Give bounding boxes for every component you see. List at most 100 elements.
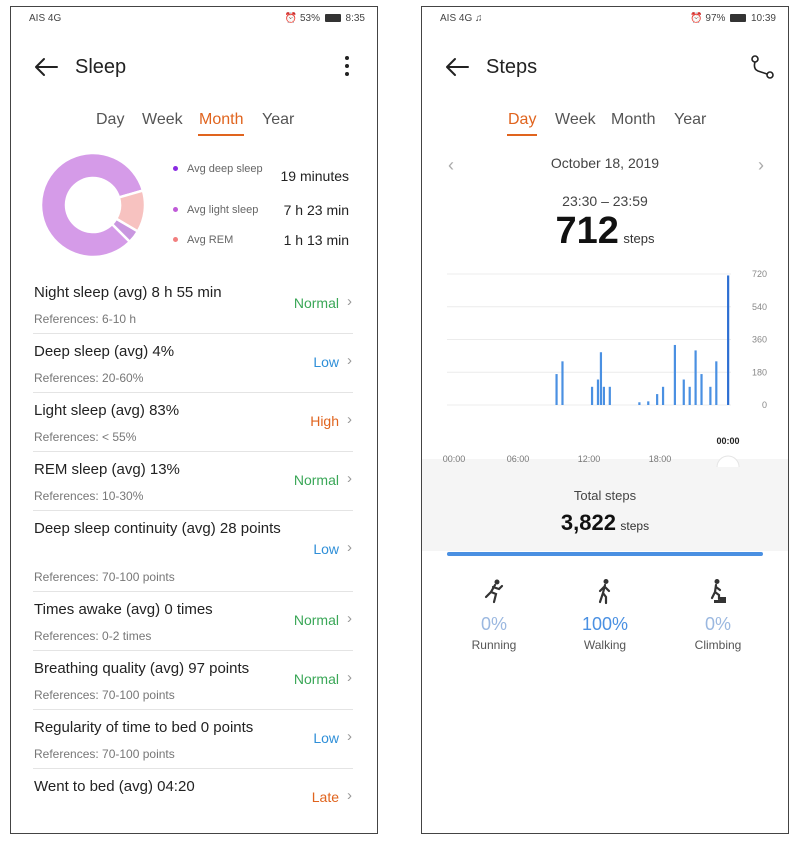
tab-month[interactable]: Month (197, 111, 245, 136)
metric-title: Times awake (avg) 0 times (34, 601, 213, 618)
total-steps-label: Total steps (573, 488, 637, 503)
chevron-right-icon: › (347, 669, 352, 686)
step-bar[interactable] (709, 386, 712, 405)
step-bar[interactable] (673, 344, 676, 405)
step-bar[interactable] (661, 386, 665, 405)
tab-year[interactable]: Year (262, 111, 295, 128)
sleep-screen: AIS 4G ⏰ 53% 8:35 Sleep Day Week Month Y… (10, 6, 378, 834)
route-icon[interactable] (748, 53, 776, 81)
metric-went-to-bed[interactable]: Went to bed (avg) 04:20 Late › (33, 769, 353, 827)
legend-deep-sleep: Avg deep sleep 19 minutes (173, 162, 361, 192)
step-bar[interactable] (561, 361, 564, 405)
legend-dot-rem (173, 237, 178, 242)
selected-time-range: 23:30 – 23:59 (562, 193, 648, 209)
step-bar[interactable] (590, 386, 594, 405)
walking-label: Walking (583, 638, 627, 652)
step-bar[interactable] (647, 401, 650, 405)
activity-climbing: 0% Climbing (668, 577, 768, 652)
total-steps-value: 3,822 (560, 510, 616, 535)
back-arrow-icon[interactable] (444, 55, 470, 79)
selected-step-bar[interactable] (727, 275, 730, 405)
climbing-label: Climbing (694, 638, 742, 652)
step-bar[interactable] (715, 361, 718, 405)
tab-year[interactable]: Year (674, 111, 707, 128)
clock: 10:39 (750, 13, 776, 24)
chevron-right-icon[interactable]: › (758, 155, 764, 175)
climbing-percent: 0% (704, 614, 731, 634)
back-arrow-icon[interactable] (33, 55, 59, 79)
y-tick-label: 180 (752, 367, 767, 377)
status-bar: AIS 4G ⏰ 53% 8:35 (29, 13, 365, 27)
step-bar[interactable] (700, 374, 703, 405)
carrier-label: AIS 4G (440, 13, 473, 24)
alarm-icon: ⏰ (284, 13, 298, 24)
sleep-donut-chart (39, 151, 147, 259)
app-bar: Sleep (11, 45, 377, 89)
page-title: Sleep (75, 56, 127, 78)
sleep-metrics-list: Night sleep (avg) 8 h 55 min References:… (11, 275, 377, 827)
tab-week[interactable]: Week (555, 111, 596, 128)
metric-light-sleep[interactable]: Light sleep (avg) 83% References: < 55% … (33, 393, 353, 452)
tab-month[interactable]: Month (611, 111, 656, 128)
steps-progress-fill (447, 552, 763, 556)
step-bar[interactable] (638, 402, 641, 405)
x-tick-label: 12:00 (578, 454, 601, 464)
tab-day[interactable]: Day (506, 111, 538, 136)
chevron-right-icon: › (347, 787, 352, 804)
x-tick-label: 06:00 (507, 454, 530, 464)
more-options-icon[interactable] (335, 51, 359, 81)
activity-walking: 100% Walking (555, 577, 655, 652)
tab-week[interactable]: Week (142, 111, 183, 128)
step-bar[interactable] (596, 379, 600, 405)
step-bar[interactable] (599, 352, 603, 405)
clock: 8:35 (345, 13, 365, 24)
selected-steps-readout: 712 steps (422, 210, 788, 253)
metric-reference: References: 70-100 points (34, 688, 175, 702)
tab-day[interactable]: Day (96, 111, 125, 128)
metric-status: Late (311, 789, 339, 805)
metric-title: REM sleep (avg) 13% (34, 461, 180, 478)
y-tick-label: 0 (762, 400, 767, 410)
metric-deep-sleep-continuity[interactable]: Deep sleep continuity (avg) 28 points Re… (33, 511, 353, 592)
selected-time-marker-label: 00:00 (717, 436, 740, 446)
metric-title: Deep sleep continuity (avg) 28 points (34, 520, 281, 537)
scrubber-handle[interactable] (716, 455, 740, 467)
step-bar[interactable] (694, 350, 697, 405)
step-bar[interactable] (682, 379, 685, 405)
climbing-icon (708, 579, 726, 603)
y-tick-label: 360 (752, 335, 767, 345)
metric-night-sleep[interactable]: Night sleep (avg) 8 h 55 min References:… (33, 275, 353, 334)
chevron-left-icon[interactable]: ‹ (448, 155, 454, 175)
metric-reference: References: 70-100 points (34, 747, 175, 761)
step-bar[interactable] (688, 386, 691, 405)
chevron-right-icon: › (347, 539, 352, 556)
metric-times-awake[interactable]: Times awake (avg) 0 times References: 0-… (33, 592, 353, 651)
metric-reference: References: 0-2 times (34, 629, 152, 643)
battery-percent: 53% (299, 13, 320, 24)
step-bar[interactable] (555, 374, 558, 405)
legend-value-rem: 1 h 13 min (283, 232, 349, 248)
chevron-right-icon: › (347, 470, 352, 487)
metric-status: High (310, 413, 339, 429)
chevron-right-icon: › (347, 610, 352, 627)
metric-reference: References: < 55% (34, 430, 137, 444)
chevron-right-icon: › (347, 352, 352, 369)
chevron-right-icon: › (347, 728, 352, 745)
step-bar[interactable] (656, 394, 659, 405)
metric-regularity-bedtime[interactable]: Regularity of time to bed 0 points Refer… (33, 710, 353, 769)
steps-bar-chart[interactable]: 720 540 360 180 0 00:00 06:00 12:00 18:00 00:00 (422, 257, 788, 467)
steps-screen: AIS 4G ♫ ⏰ 97% 10:39 Steps Day Week Mont… (421, 6, 789, 834)
steps-unit: steps (623, 231, 655, 246)
metric-status: Low (313, 541, 339, 557)
metric-status: Low (313, 730, 339, 746)
battery-icon (730, 14, 747, 23)
metric-title: Night sleep (avg) 8 h 55 min (34, 284, 222, 301)
step-bar[interactable] (608, 386, 611, 405)
total-steps-unit: steps (620, 519, 650, 533)
step-bar[interactable] (602, 386, 605, 405)
metric-deep-sleep[interactable]: Deep sleep (avg) 4% References: 20-60% L… (33, 334, 353, 393)
metric-title: Regularity of time to bed 0 points (34, 719, 254, 736)
metric-breathing-quality[interactable]: Breathing quality (avg) 97 points Refere… (33, 651, 353, 710)
metric-rem-sleep[interactable]: REM sleep (avg) 13% References: 10-30% N… (33, 452, 353, 511)
page-title: Steps (486, 56, 538, 78)
